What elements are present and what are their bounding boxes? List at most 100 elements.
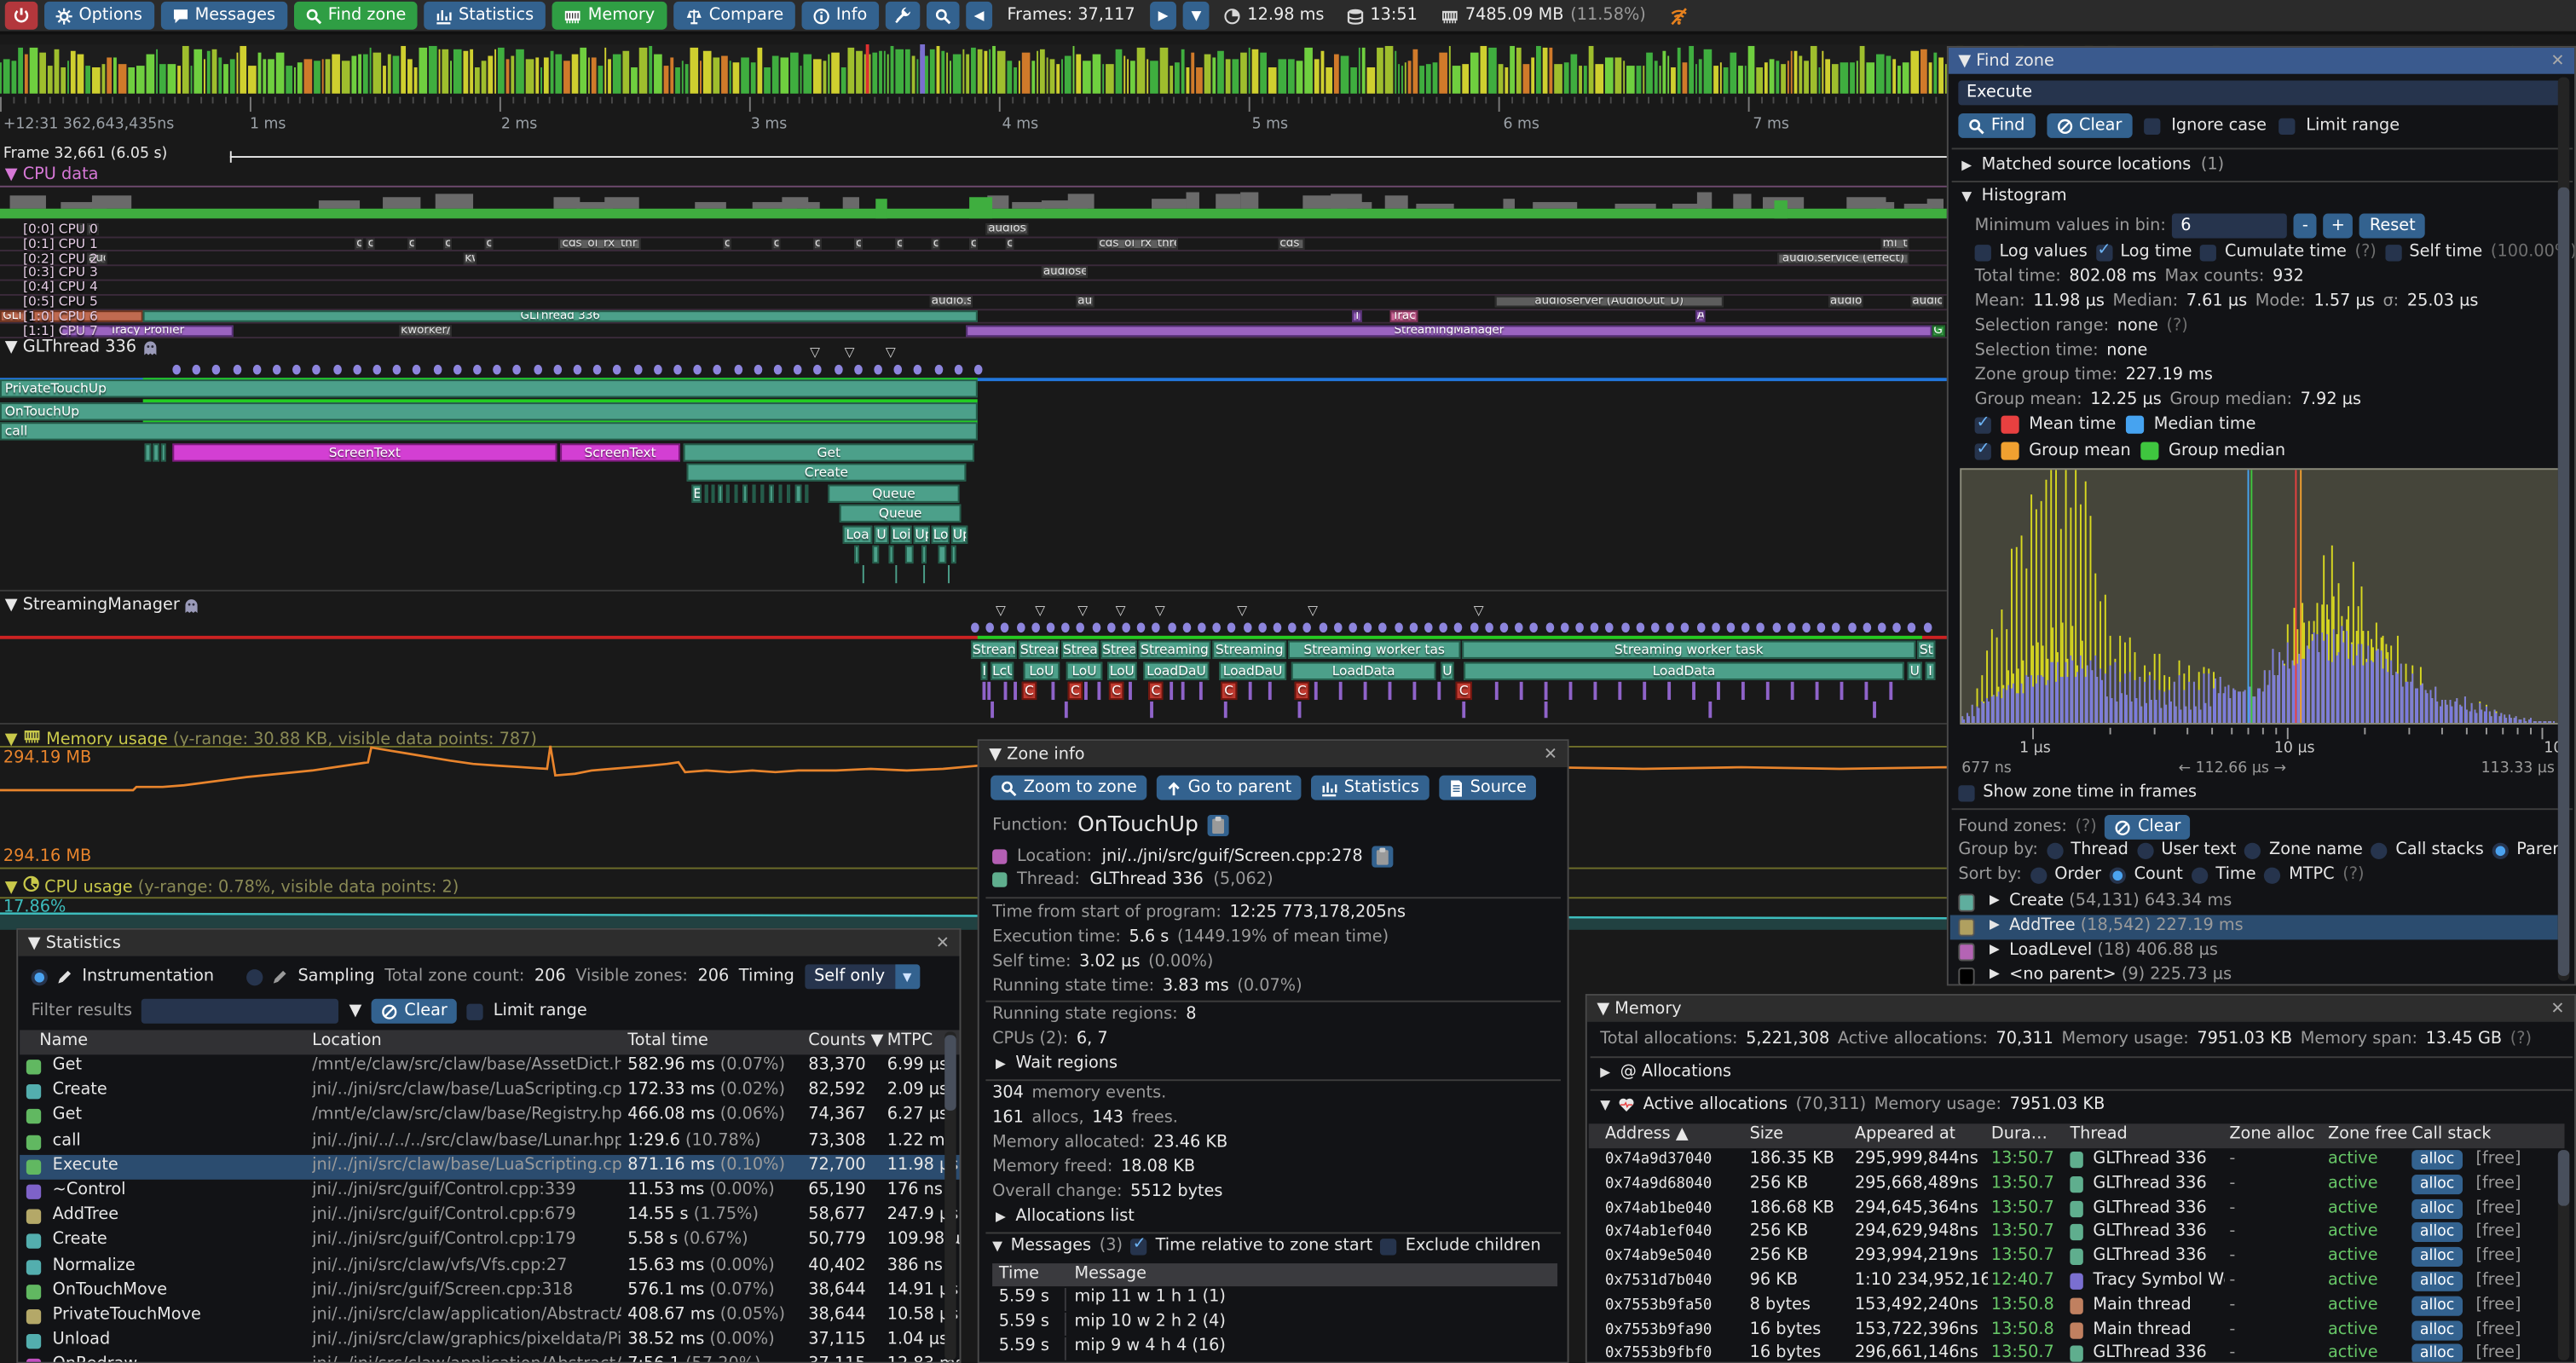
cpu-zone[interactable]: Trac — [1389, 309, 1418, 322]
cpu-zone[interactable] — [95, 223, 99, 235]
thread-zone[interactable]: Strea — [1100, 640, 1137, 659]
thread-zone[interactable]: C — [1067, 681, 1083, 701]
thread-zone[interactable]: Up — [913, 524, 930, 543]
self-time-checkbox[interactable] — [2384, 244, 2401, 261]
alloc-callstack-button[interactable]: alloc — [2411, 1198, 2463, 1219]
cpu-zone[interactable]: c — [931, 238, 940, 250]
sample-dot[interactable] — [1394, 622, 1403, 633]
cpu-zone[interactable]: c — [895, 238, 904, 250]
sample-dot[interactable] — [773, 364, 783, 375]
time-relative-checkbox[interactable] — [1130, 1234, 1147, 1255]
Compare-button[interactable]: Compare — [673, 1, 795, 30]
thread-zone[interactable]: U — [874, 524, 889, 543]
sample-dot[interactable] — [553, 364, 562, 375]
Options-button[interactable]: Options — [44, 1, 154, 30]
sample-dot[interactable] — [1681, 622, 1690, 633]
allocation-row[interactable]: 0x74ab1be040 186.68 KB 294,645,364ns 13:50.… — [1589, 1197, 2565, 1220]
thread-zone[interactable] — [938, 545, 947, 564]
sample-dot[interactable] — [1167, 622, 1176, 633]
sample-dot[interactable] — [1378, 622, 1388, 633]
thread-zone[interactable] — [872, 545, 880, 564]
thread-zone[interactable] — [950, 545, 956, 564]
cpu-zone[interactable]: audio.se — [929, 295, 973, 308]
sample-dot[interactable] — [232, 364, 241, 375]
column-header[interactable]: Time — [998, 1265, 1039, 1284]
sort-radio-count[interactable] — [2109, 866, 2126, 883]
sample-dot[interactable] — [893, 364, 903, 375]
sample-dot[interactable] — [1771, 622, 1781, 633]
thread-zone[interactable]: Strear — [1018, 640, 1060, 659]
memory-usage-header[interactable]: ▼ Memory usage (y-range: 30.88 KB, visib… — [5, 728, 537, 749]
collapsed-zone-marker[interactable]: ▽ — [995, 603, 1006, 618]
sort-radio-mtpc[interactable] — [2264, 866, 2281, 883]
sample-dot[interactable] — [1061, 622, 1071, 633]
thread-zone[interactable]: Queue — [839, 504, 962, 523]
thread-zone[interactable] — [805, 483, 809, 502]
sample-dot[interactable] — [954, 364, 963, 375]
cpu-zone[interactable]: GLT — [0, 309, 26, 322]
thread-zone[interactable]: LoU — [1023, 661, 1060, 679]
cpu-zone[interactable]: audio — [1828, 295, 1863, 308]
thread-zone[interactable] — [704, 483, 708, 502]
allocations-toggle[interactable]: ▶ @ Allocations — [1600, 1063, 1731, 1081]
sample-dot[interactable] — [933, 364, 943, 375]
group-radio-thread[interactable] — [2046, 841, 2063, 859]
collapsed-zone-marker[interactable]: ▽ — [1115, 603, 1126, 618]
thread-zone[interactable]: Queue — [828, 483, 960, 502]
frame-dropdown-button[interactable]: ▼ — [1182, 1, 1210, 30]
alloc-callstack-button[interactable]: alloc — [2411, 1222, 2463, 1243]
column-header[interactable]: Zone alloc — [2229, 1125, 2315, 1144]
sample-dot[interactable] — [1545, 622, 1554, 633]
filter-input[interactable] — [142, 998, 339, 1024]
sample-dot[interactable] — [1923, 622, 1932, 633]
alloc-callstack-button[interactable]: alloc — [2411, 1247, 2463, 1268]
column-header[interactable]: Thread — [2070, 1125, 2128, 1144]
thread-zone[interactable] — [778, 483, 783, 502]
Find zone-button[interactable]: Find zone — [293, 1, 418, 30]
timing-combo[interactable]: Self only ▼ — [804, 964, 920, 990]
thread-zone[interactable]: U — [1907, 661, 1922, 679]
found-zone-row[interactable]: ▶ AddTree (18,542) 227.19 ms — [1949, 915, 2558, 940]
sample-dot[interactable] — [633, 364, 642, 375]
sample-dot[interactable] — [1802, 622, 1811, 633]
thread-zone[interactable] — [718, 483, 724, 502]
sample-dot[interactable] — [1575, 622, 1584, 633]
reset-button[interactable]: Reset — [2359, 213, 2426, 239]
limit-range-checkbox[interactable] — [2278, 117, 2295, 135]
scrollbar-thumb[interactable] — [944, 1035, 956, 1111]
thread-zone[interactable]: Strea — [1061, 640, 1100, 659]
increase-button[interactable]: + — [2323, 213, 2354, 239]
Memory-button[interactable]: Memory — [552, 1, 667, 30]
thread-zone[interactable]: C — [1021, 681, 1037, 701]
sample-dot[interactable] — [1650, 622, 1660, 633]
allocations-list-toggle[interactable]: ▶ Allocations list — [996, 1208, 1135, 1226]
Statistics-button[interactable]: Statistics — [424, 1, 546, 30]
thread-zone[interactable] — [742, 483, 748, 502]
sample-dot[interactable] — [272, 364, 281, 375]
sample-dot[interactable] — [292, 364, 302, 375]
allocation-row[interactable]: 0x7553b9fbf0 16 bytes 296,661,146ns 13:50.7… — [1589, 1343, 2565, 1362]
sample-dot[interactable] — [853, 364, 863, 375]
cpu-zone[interactable]: audioserver (AudioOut_D) — [1494, 295, 1724, 308]
sample-dot[interactable] — [834, 364, 842, 375]
table-row[interactable]: Get/mnt/e/claw/src/claw/base/AssetDict.h… — [20, 1054, 959, 1079]
sample-dot[interactable] — [1077, 622, 1085, 633]
found-zone-row[interactable]: ▶ Create (54,131) 643.34 ms — [1950, 891, 2558, 915]
streaming-header[interactable]: ▼ StreamingManager — [4, 596, 180, 615]
thread-zone[interactable] — [854, 545, 859, 564]
sample-dot[interactable] — [613, 364, 622, 375]
sample-dot[interactable] — [1636, 622, 1644, 633]
table-row[interactable]: Get/mnt/e/claw/src/claw/base/Registry.hp… — [20, 1105, 959, 1129]
sample-dot[interactable] — [1499, 622, 1509, 633]
alloc-callstack-button[interactable]: alloc — [2411, 1174, 2463, 1194]
sample-dot[interactable] — [1137, 622, 1146, 633]
collapsed-zone-marker[interactable]: ▽ — [810, 344, 821, 361]
column-header[interactable]: Zone free — [2327, 1125, 2408, 1144]
thread-zone[interactable]: Up — [950, 524, 968, 543]
histogram-plot[interactable] — [1960, 468, 2567, 725]
find-button[interactable]: Find — [1958, 113, 2035, 138]
sample-dot[interactable] — [1182, 622, 1191, 633]
allocation-row[interactable]: 0x74a9d68040 256 KB 295,668,489ns 13:50.7 GL… — [1589, 1173, 2565, 1196]
thread-zone[interactable] — [768, 483, 774, 502]
sample-dot[interactable] — [1470, 622, 1478, 633]
